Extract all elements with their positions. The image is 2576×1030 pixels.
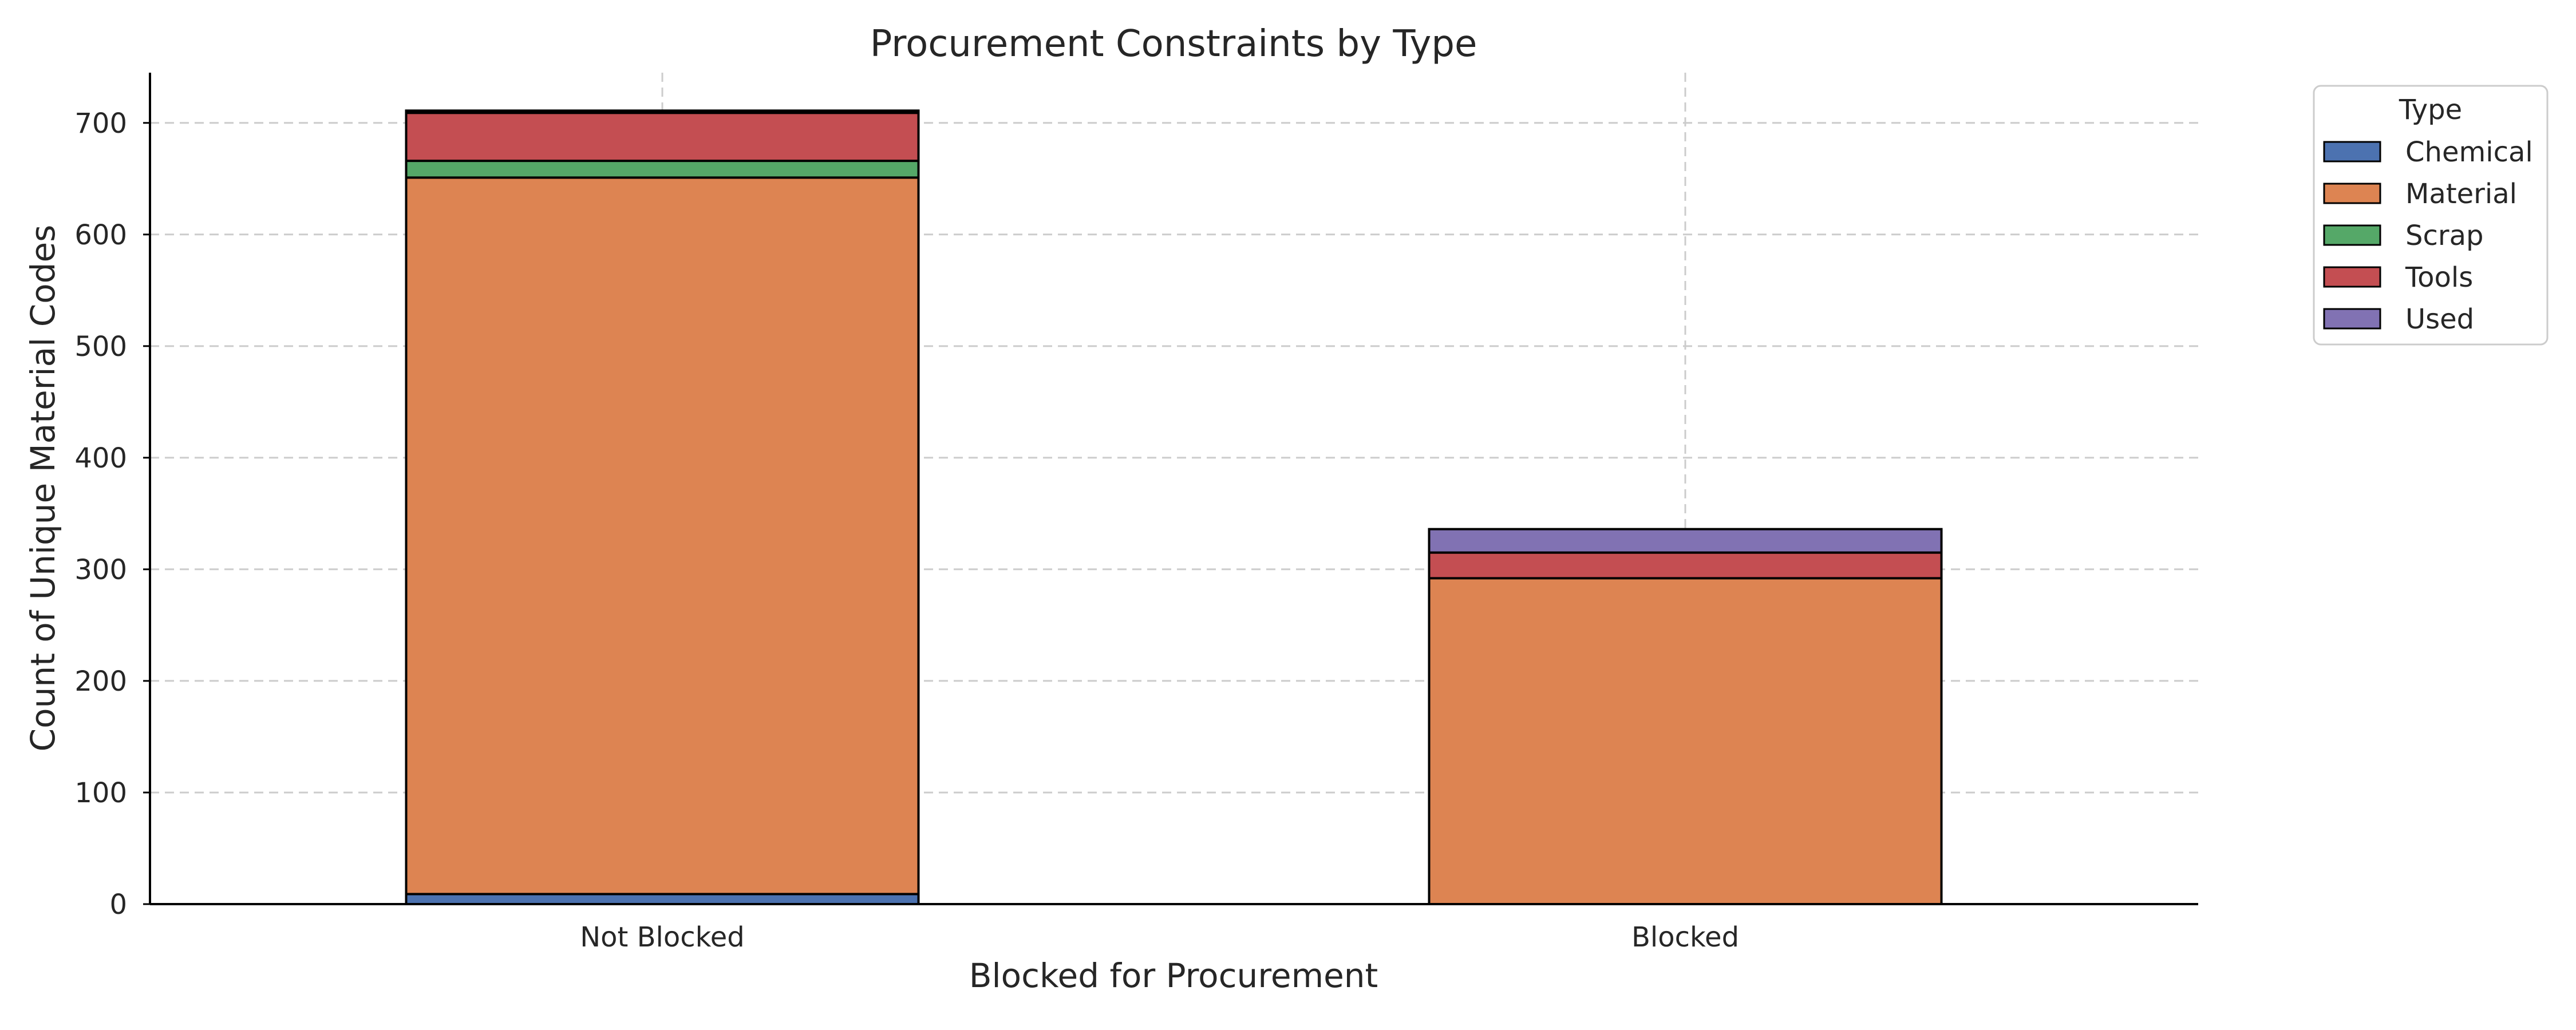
y-tick-label: 0	[109, 889, 127, 921]
y-tick-label: 100	[74, 777, 127, 809]
legend-label-chemical: Chemical	[2405, 136, 2533, 168]
legend-swatch-scrap	[2323, 224, 2381, 246]
x-axis-label: Blocked for Procurement	[969, 956, 1378, 995]
y-tick-label: 600	[74, 219, 127, 251]
legend-label-scrap: Scrap	[2405, 220, 2483, 252]
legend-swatch-used	[2323, 308, 2381, 330]
bar-segment-used	[405, 109, 920, 114]
y-tick-label: 200	[74, 665, 127, 698]
legend-label-tools: Tools	[2405, 262, 2473, 294]
legend-title: Type	[2399, 94, 2462, 126]
legend-swatch-material	[2323, 183, 2381, 204]
axes	[149, 73, 2198, 905]
legend: Type Chemical Material Scrap Tools Used	[2313, 85, 2549, 346]
legend-swatch-chemical	[2323, 141, 2381, 163]
tick-labels: 0 100 200 300 400 500 600 700 Not Blocked Blocked	[74, 108, 1739, 953]
chart-title: Procurement Constraints by Type	[870, 23, 1477, 65]
y-tick-label: 400	[74, 442, 127, 474]
bar-segment-tools	[405, 112, 920, 163]
y-tick-label: 300	[74, 554, 127, 586]
legend-swatch-tools	[2323, 266, 2381, 288]
x-tick-label: Not Blocked	[580, 921, 744, 953]
x-tick-label: Blocked	[1631, 921, 1739, 953]
y-tick-label: 700	[74, 108, 127, 140]
bar-segment-tools	[1428, 551, 1943, 580]
bars	[405, 109, 1943, 906]
legend-label-material: Material	[2405, 178, 2517, 210]
legend-label-used: Used	[2405, 303, 2474, 335]
bar-segment-scrap	[405, 160, 920, 179]
legend-items: Chemical Material Scrap Tools Used	[2323, 136, 2533, 335]
bar-segment-used	[1428, 528, 1943, 554]
y-tick-label: 500	[74, 331, 127, 363]
bar-segment-material	[405, 176, 920, 896]
bar-segment-material	[1428, 577, 1943, 905]
bar-segment-chemical	[405, 893, 920, 906]
y-axis-label: Count of Unique Material Codes	[23, 225, 62, 752]
